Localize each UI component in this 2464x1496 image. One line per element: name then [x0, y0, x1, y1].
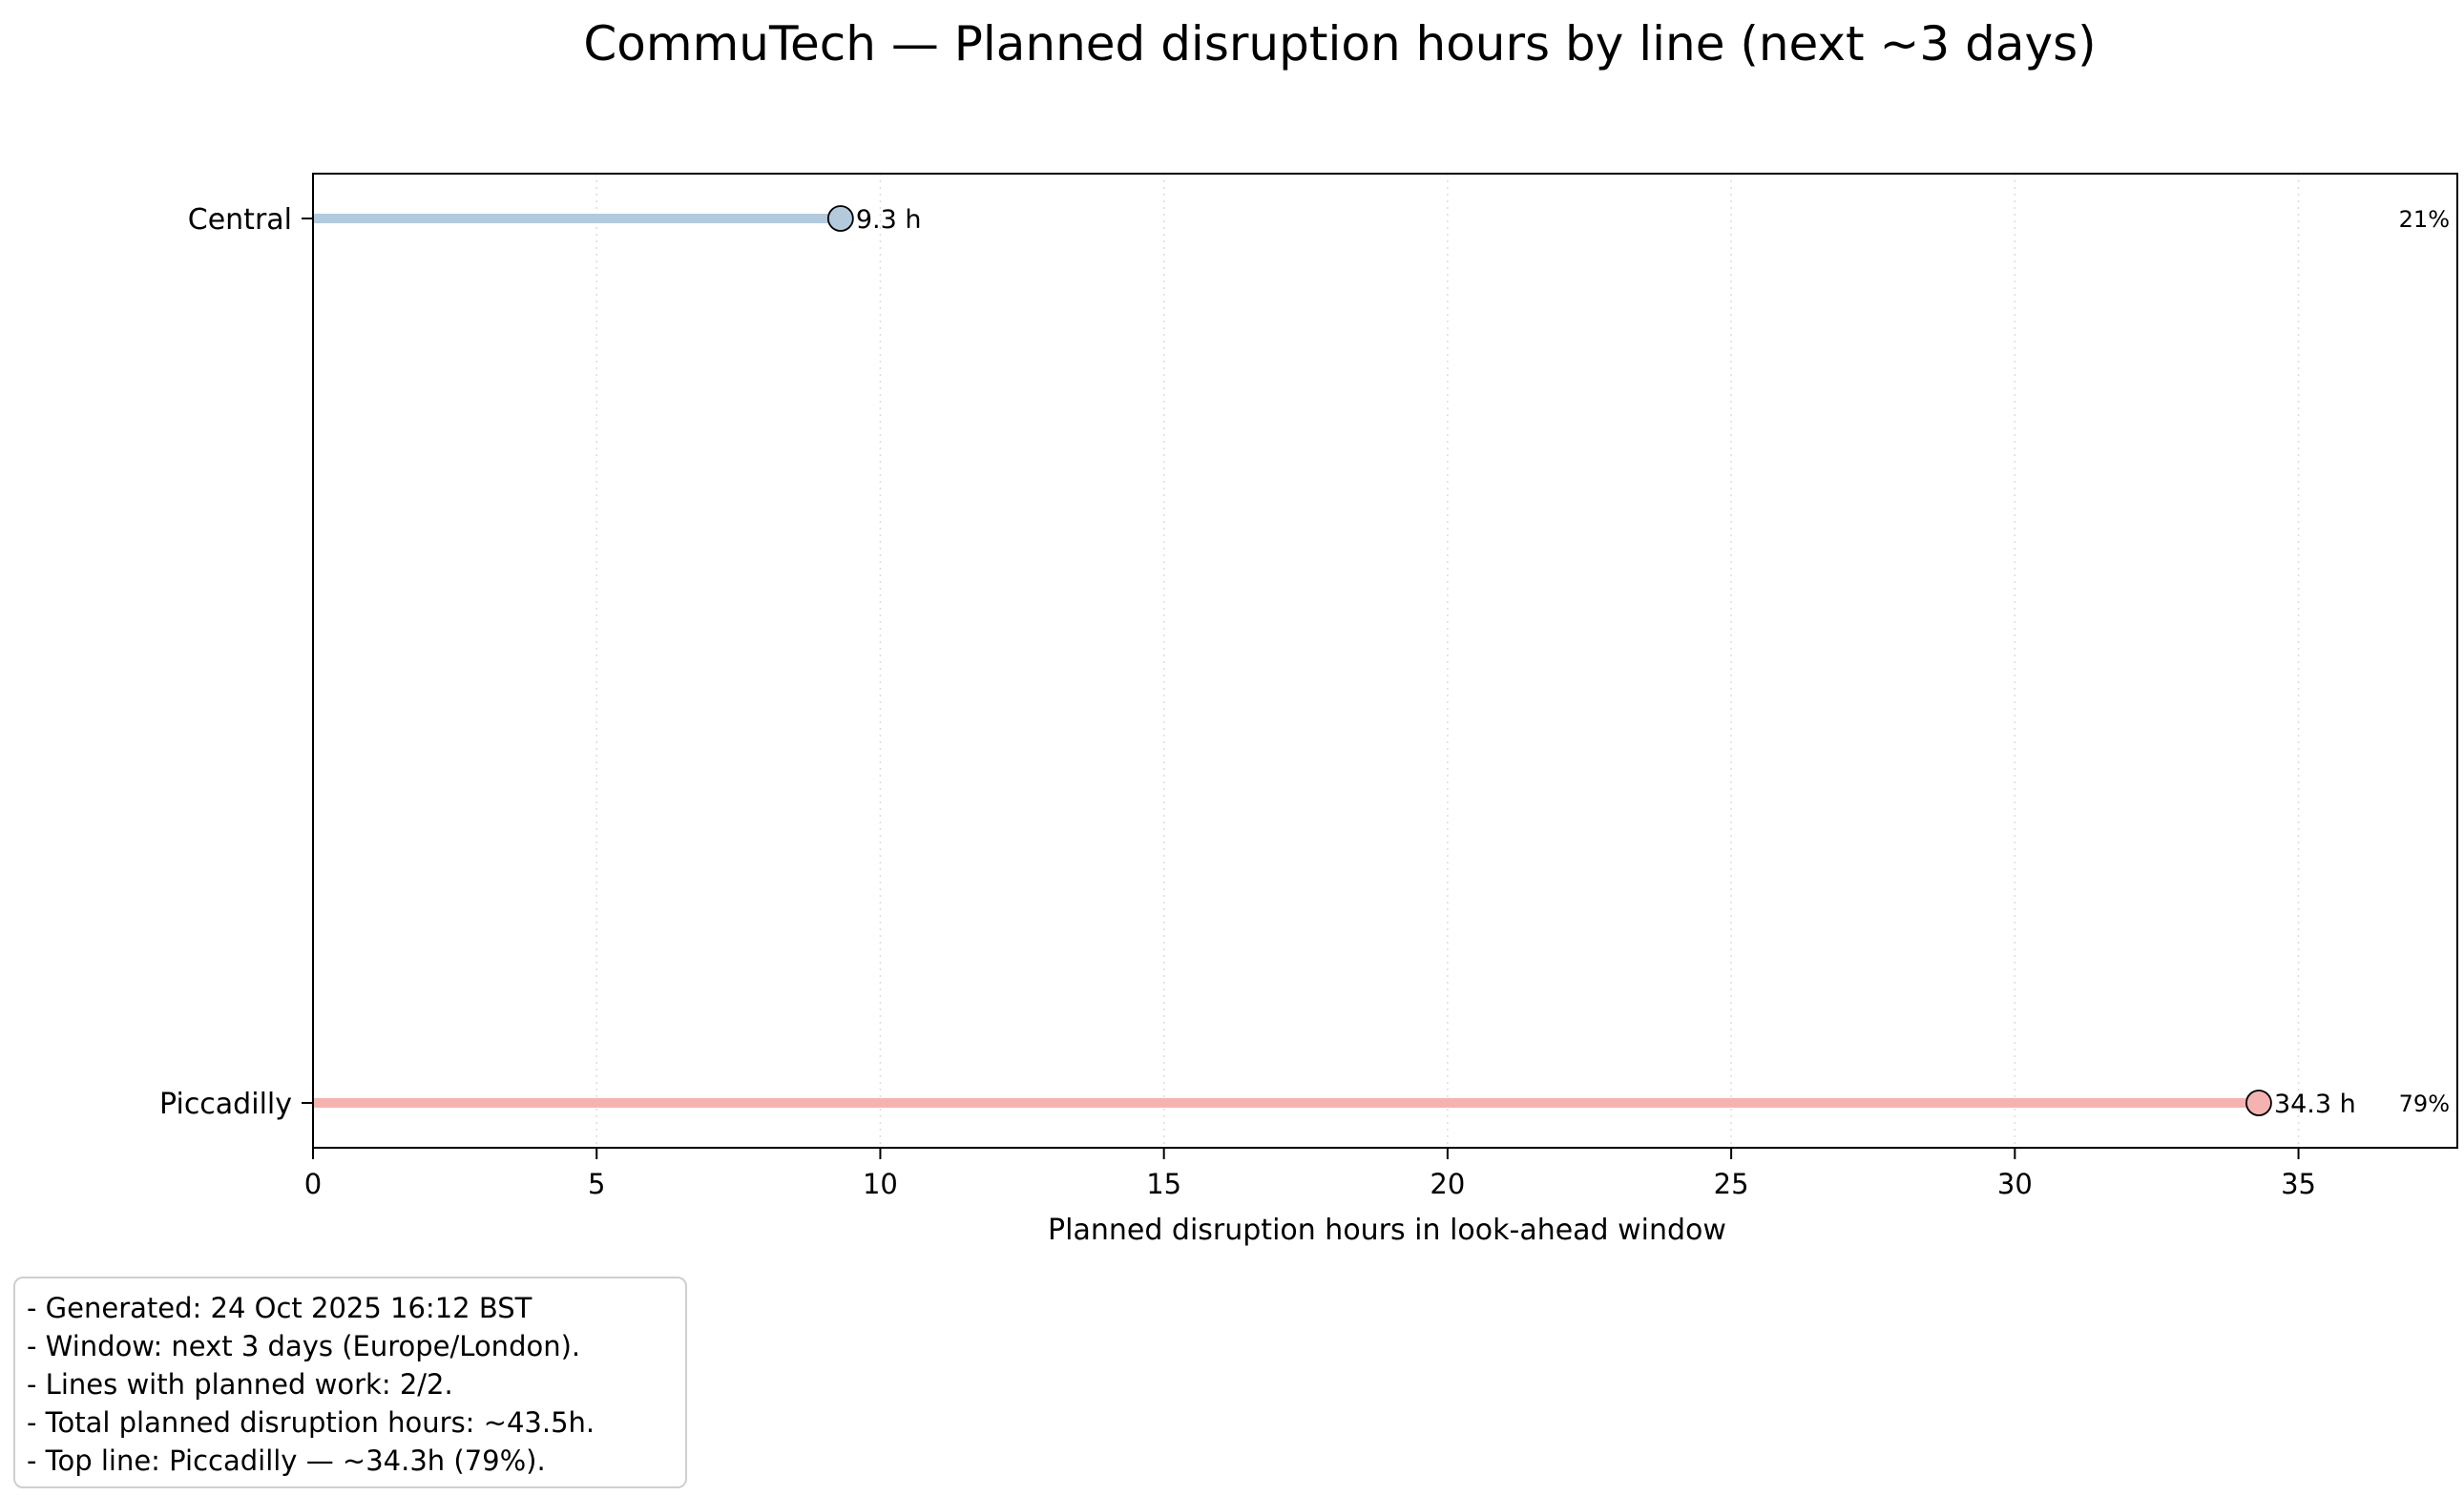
lollipop-dot — [2245, 1090, 2272, 1116]
y-tick-label: Piccadilly — [159, 1088, 292, 1121]
x-axis-label: Planned disruption hours in look-ahead w… — [1048, 1214, 1726, 1247]
chart-title: CommuTech — Planned disruption hours by … — [583, 16, 2096, 72]
value-label: 34.3 h — [2274, 1090, 2356, 1119]
x-tick-label: 20 — [1430, 1168, 1465, 1200]
share-label: 79% — [2399, 1091, 2450, 1117]
note-lines-with-work: - Lines with planned work: 2/2. — [27, 1368, 453, 1401]
x-tick-label: 5 — [588, 1168, 605, 1200]
value-label: 9.3 h — [856, 205, 922, 235]
plot-frame — [312, 173, 2458, 1149]
note-total-hours: - Total planned disruption hours: ~43.5h… — [27, 1406, 595, 1439]
x-tick-label: 30 — [1997, 1168, 2033, 1200]
lollipop-dot — [826, 205, 854, 232]
note-top-line: - Top line: Piccadilly — ~34.3h (79%). — [27, 1444, 546, 1477]
y-tick-label: Central — [188, 203, 292, 237]
note-generated: - Generated: 24 Oct 2025 16:12 BST — [27, 1292, 532, 1324]
x-gridlines — [595, 174, 2300, 1148]
y-axis: Central Piccadilly — [159, 203, 313, 1121]
lollipop-marks: 9.3 h 21% 34.3 h 79% — [313, 205, 2450, 1119]
x-tick-label: 35 — [2281, 1168, 2316, 1200]
notes-box: - Generated: 24 Oct 2025 16:12 BST - Win… — [13, 1277, 687, 1488]
x-tick-label: 15 — [1146, 1168, 1181, 1200]
x-tick-label: 10 — [863, 1168, 898, 1200]
x-tick-label: 0 — [304, 1168, 322, 1200]
note-window: - Window: next 3 days (Europe/London). — [27, 1330, 581, 1362]
share-label: 21% — [2399, 206, 2450, 233]
x-tick-label: 25 — [1714, 1168, 1749, 1200]
x-axis: 0 5 10 15 20 25 30 35 — [304, 1148, 2316, 1200]
